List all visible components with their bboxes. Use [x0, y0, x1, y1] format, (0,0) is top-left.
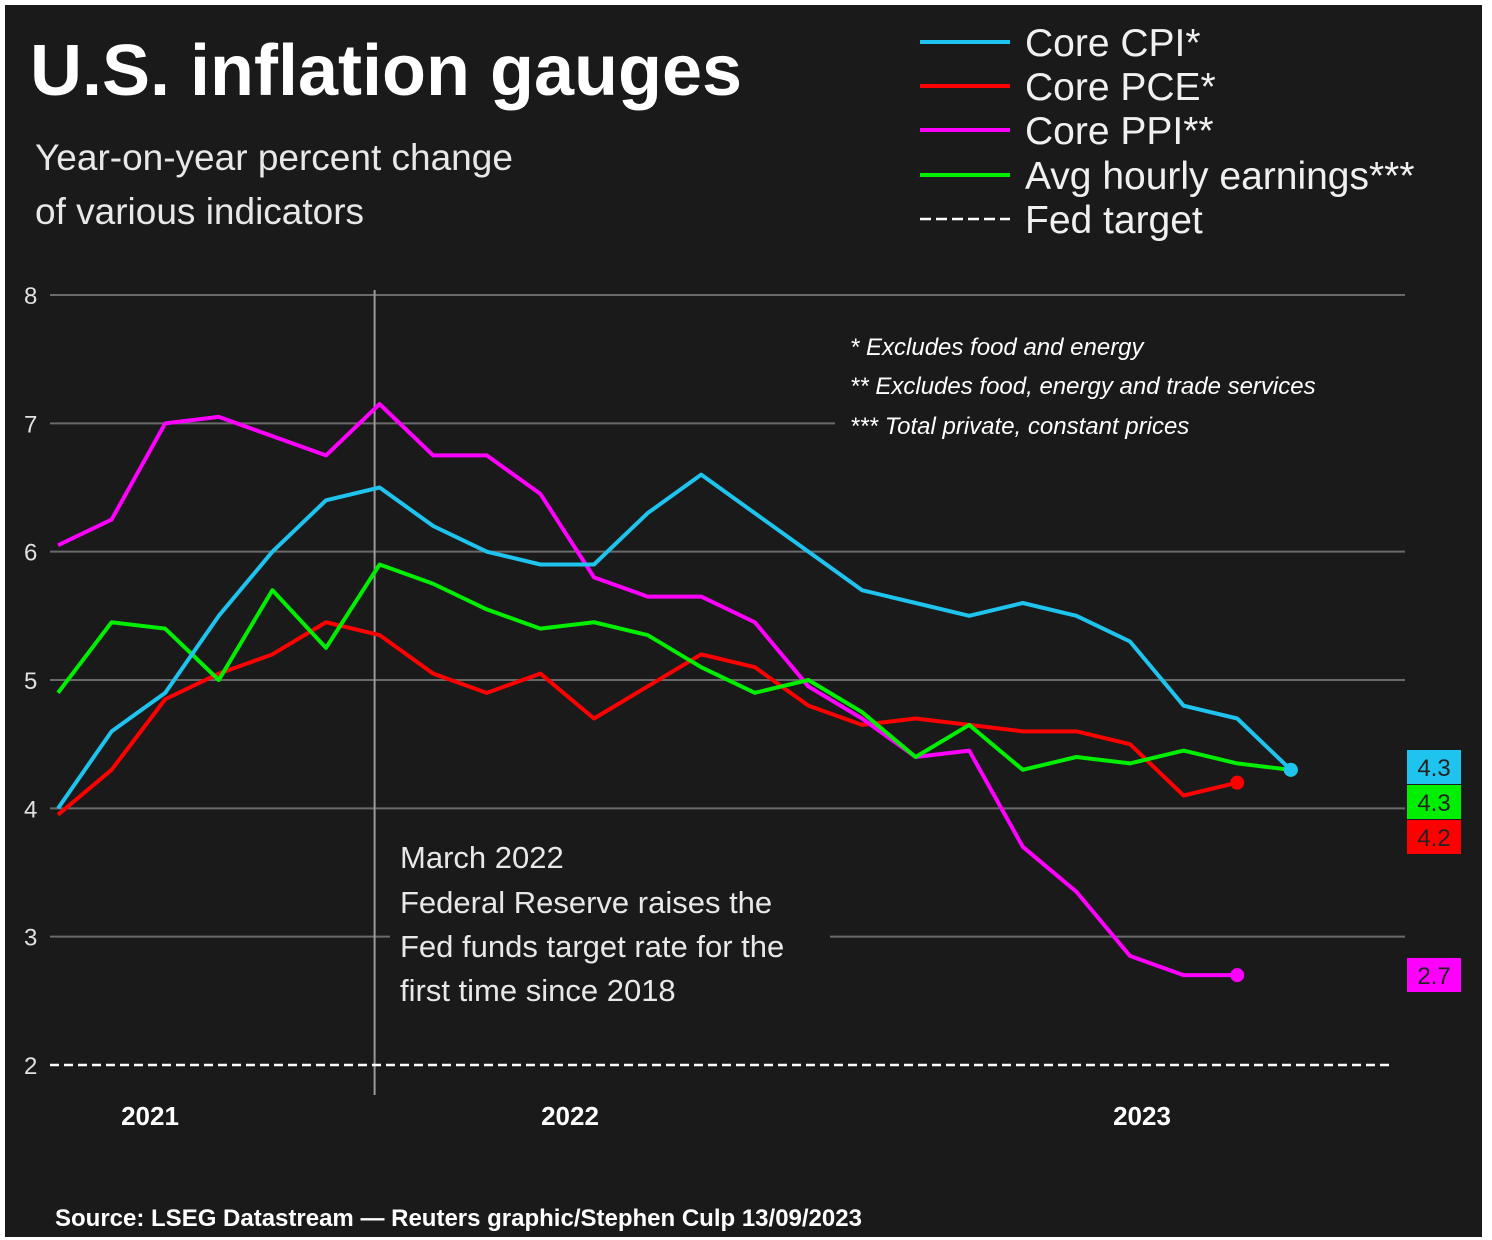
avg-hourly-earnings-value-label: 4.3 [1417, 790, 1450, 817]
avg-hourly-earnings-line [56, 562, 1292, 772]
footnote-3: *** Total private, constant prices [850, 413, 1189, 440]
core-ppi-end-marker [1230, 968, 1245, 983]
y-tick-label: 6 [24, 540, 37, 567]
core-ppi-value-box [1407, 958, 1461, 992]
y-tick-label: 2 [24, 1053, 37, 1080]
annotation-line-1: March 2022 [400, 840, 564, 875]
core-cpi-end-marker [1283, 762, 1298, 777]
legend-label-core-ppi: Core PPI** [1025, 110, 1214, 153]
y-tick-label: 8 [24, 283, 37, 310]
avg-hourly-earnings-value-box [1407, 785, 1461, 819]
legend-label-core-pce: Core PCE* [1025, 66, 1216, 109]
source-note: Source: LSEG Datastream — Reuters graphi… [55, 1205, 862, 1232]
core-ppi-value-label: 2.7 [1417, 963, 1450, 990]
y-tick-label: 5 [24, 668, 37, 695]
y-tick-label: 4 [24, 796, 37, 823]
annotation-line-3: Fed funds target rate for the [400, 929, 784, 964]
core-pce-end-marker [1230, 775, 1245, 790]
x-tick-label: 2021 [121, 1101, 179, 1131]
chart-subtitle-line-2: of various indicators [35, 191, 364, 232]
y-tick-label: 3 [24, 925, 37, 952]
chart-subtitle-line-1: Year-on-year percent change [35, 137, 513, 178]
footnote-2: ** Excludes food, energy and trade servi… [850, 373, 1316, 400]
core-cpi-value-label: 4.3 [1417, 755, 1450, 782]
x-tick-label: 2022 [541, 1101, 599, 1131]
chart-title: U.S. inflation gauges [30, 31, 742, 111]
annotation-line-4: first time since 2018 [400, 973, 676, 1008]
legend-label-avg-hourly-earnings: Avg hourly earnings*** [1025, 155, 1415, 198]
legend-label-fed-target: Fed target [1025, 199, 1203, 242]
chart-frame [5, 5, 1482, 1237]
y-tick-label: 7 [24, 411, 37, 438]
core-pce-value-label: 4.2 [1417, 825, 1450, 852]
legend-label-core-cpi: Core CPI* [1025, 22, 1201, 65]
footnote-1: * Excludes food and energy [850, 334, 1146, 361]
core-cpi-value-box [1407, 750, 1461, 784]
annotation-line-2: Federal Reserve raises the [400, 885, 772, 920]
x-tick-label: 2023 [1113, 1101, 1171, 1131]
core-pce-value-box [1407, 820, 1461, 854]
core-cpi-line [56, 472, 1293, 810]
